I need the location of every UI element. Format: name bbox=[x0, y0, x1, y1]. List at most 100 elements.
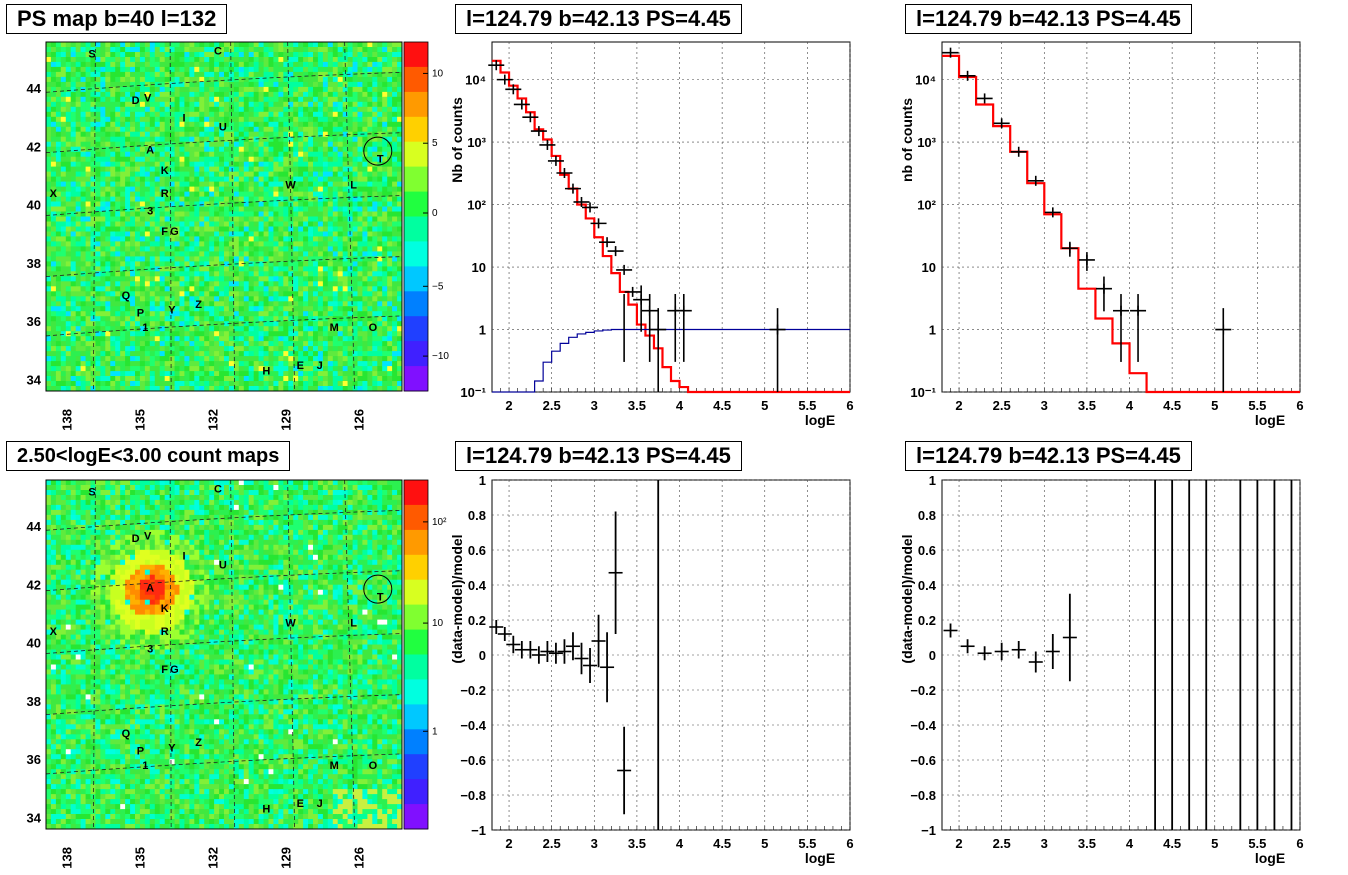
map-pixel bbox=[258, 301, 264, 307]
map-pixel bbox=[303, 386, 309, 392]
map-pixel bbox=[95, 386, 101, 392]
map-pixel bbox=[164, 311, 170, 317]
map-pixel bbox=[149, 231, 156, 237]
map-pixel bbox=[347, 361, 353, 367]
map-pixel bbox=[135, 186, 141, 192]
map-pixel bbox=[164, 341, 170, 347]
map-pixel bbox=[169, 286, 175, 292]
map-pixel bbox=[80, 346, 86, 352]
map-pixel bbox=[332, 66, 339, 73]
map-pixel bbox=[125, 216, 131, 222]
map-pixel bbox=[105, 71, 111, 78]
map-pixel bbox=[174, 131, 180, 138]
map-pixel bbox=[194, 336, 200, 342]
map-pixel bbox=[90, 47, 96, 53]
map-pixel bbox=[159, 42, 165, 48]
map-pixel bbox=[377, 366, 383, 372]
map-pixel bbox=[209, 96, 215, 103]
map-pixel bbox=[154, 66, 161, 73]
map-pixel bbox=[303, 321, 309, 327]
map-pixel bbox=[357, 366, 363, 372]
map-pixel bbox=[372, 316, 378, 322]
map-pixel bbox=[130, 111, 136, 118]
map-pixel bbox=[204, 161, 210, 168]
map-pixel bbox=[130, 376, 136, 382]
map-pixel bbox=[278, 136, 284, 143]
map-pixel bbox=[352, 316, 358, 322]
map-pixel bbox=[70, 371, 76, 377]
map-pixel bbox=[105, 176, 111, 182]
map-pixel bbox=[253, 186, 259, 192]
map-pixel bbox=[120, 316, 126, 322]
map-pixel bbox=[214, 246, 220, 252]
map-pixel bbox=[238, 261, 245, 267]
map-pixel bbox=[228, 326, 235, 332]
map-pixel bbox=[194, 276, 200, 282]
map-pixel bbox=[60, 81, 67, 88]
map-pixel bbox=[243, 261, 250, 267]
map-pixel bbox=[224, 211, 230, 217]
map-pixel bbox=[209, 111, 215, 118]
map-pixel bbox=[273, 271, 279, 277]
map-pixel bbox=[278, 96, 284, 103]
map-pixel bbox=[60, 371, 67, 377]
map-pixel bbox=[174, 206, 180, 212]
map-pixel bbox=[80, 176, 86, 182]
map-pixel bbox=[214, 341, 220, 347]
map-pixel bbox=[115, 351, 121, 357]
map-pixel bbox=[100, 336, 106, 342]
map-pixel bbox=[352, 361, 358, 367]
map-pixel bbox=[238, 96, 245, 103]
map-pixel bbox=[70, 206, 76, 212]
map-pixel bbox=[50, 76, 57, 83]
map-pixel bbox=[303, 126, 309, 133]
map-pixel bbox=[214, 281, 220, 287]
map-pixel bbox=[139, 121, 146, 128]
map-pixel bbox=[65, 271, 72, 277]
map-pixel bbox=[347, 366, 353, 372]
map-pixel bbox=[224, 381, 230, 387]
map-pixel bbox=[233, 151, 240, 158]
map-pixel bbox=[179, 106, 185, 113]
map-pixel bbox=[85, 141, 91, 148]
map-pixel bbox=[130, 101, 136, 108]
map-pixel bbox=[347, 271, 353, 277]
map-pixel bbox=[258, 236, 264, 242]
map-pixel bbox=[85, 111, 91, 118]
map-pixel bbox=[332, 57, 339, 63]
map-pixel bbox=[179, 126, 185, 133]
map-pixel bbox=[293, 251, 299, 257]
map-pixel bbox=[120, 156, 126, 163]
map-pixel bbox=[367, 231, 373, 237]
map-pixel bbox=[313, 121, 319, 128]
map-pixel bbox=[268, 281, 274, 287]
map-pixel bbox=[159, 246, 165, 252]
map-pixel bbox=[392, 47, 398, 53]
map-pixel bbox=[268, 201, 274, 207]
map-pixel bbox=[154, 261, 161, 267]
map-pixel bbox=[120, 106, 126, 113]
map-pixel bbox=[95, 246, 101, 252]
map-pixel bbox=[263, 281, 269, 287]
map-pixel bbox=[50, 191, 57, 197]
map-pixel bbox=[154, 326, 161, 332]
map-pixel bbox=[50, 57, 57, 63]
map-pixel bbox=[219, 141, 225, 148]
map-pixel bbox=[46, 47, 52, 53]
map-pixel bbox=[90, 171, 96, 177]
map-pixel bbox=[317, 341, 324, 347]
map-pixel bbox=[159, 361, 165, 367]
map-pixel bbox=[169, 146, 175, 153]
map-pixel bbox=[65, 336, 72, 342]
map-pixel bbox=[199, 146, 205, 153]
map-pixel bbox=[224, 296, 230, 302]
map-pixel bbox=[382, 326, 388, 332]
map-pixel bbox=[397, 161, 403, 168]
map-pixel bbox=[115, 216, 121, 222]
map-pixel bbox=[283, 196, 289, 202]
map-pixel bbox=[233, 296, 240, 302]
map-pixel bbox=[179, 146, 185, 153]
map-pixel bbox=[387, 181, 393, 187]
map-pixel bbox=[154, 306, 161, 312]
map-pixel bbox=[130, 346, 136, 352]
